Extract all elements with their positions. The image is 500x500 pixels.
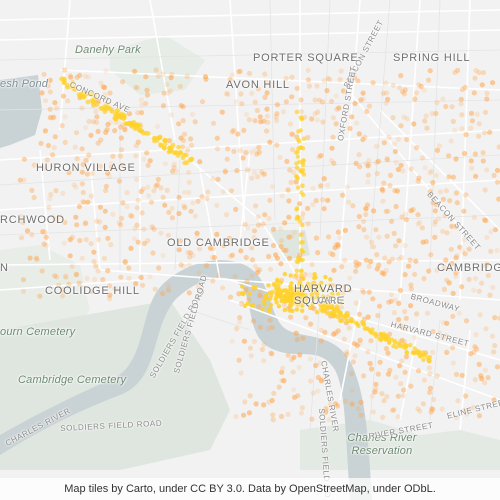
attribution-bar: Map tiles by Carto, under CC BY 3.0. Dat… — [0, 478, 500, 500]
heat-points-layer — [17, 67, 500, 423]
attribution-text: Map tiles by Carto, under CC BY 3.0. Dat… — [64, 483, 436, 495]
water-bodies — [0, 75, 372, 500]
